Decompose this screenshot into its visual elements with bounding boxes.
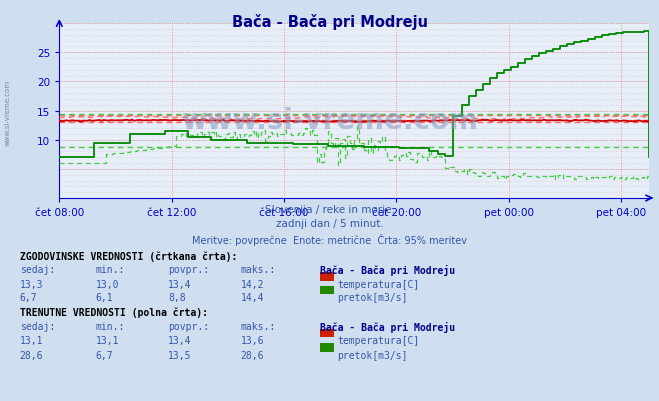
Text: povpr.:: povpr.: [168, 265, 209, 275]
Text: temperatura[C]: temperatura[C] [337, 279, 420, 289]
Text: 13,4: 13,4 [168, 336, 192, 346]
Text: 6,1: 6,1 [96, 293, 113, 303]
Text: Slovenija / reke in morje.: Slovenija / reke in morje. [264, 205, 395, 215]
Text: min.:: min.: [96, 321, 125, 331]
Text: 28,6: 28,6 [241, 350, 264, 360]
Text: 13,1: 13,1 [20, 336, 43, 346]
Text: povpr.:: povpr.: [168, 321, 209, 331]
Text: 8,8: 8,8 [168, 293, 186, 303]
Text: sedaj:: sedaj: [20, 265, 55, 275]
Text: pretok[m3/s]: pretok[m3/s] [337, 350, 408, 360]
Text: 14,2: 14,2 [241, 279, 264, 289]
Text: Bača - Bača pri Modreju: Bača - Bača pri Modreju [320, 265, 455, 275]
Text: 13,1: 13,1 [96, 336, 119, 346]
Text: 13,3: 13,3 [20, 279, 43, 289]
Text: min.:: min.: [96, 265, 125, 275]
Text: TRENUTNE VREDNOSTI (polna črta):: TRENUTNE VREDNOSTI (polna črta): [20, 307, 208, 317]
Text: zadnji dan / 5 minut.: zadnji dan / 5 minut. [275, 219, 384, 229]
Text: maks.:: maks.: [241, 265, 275, 275]
Text: 13,5: 13,5 [168, 350, 192, 360]
Text: 13,6: 13,6 [241, 336, 264, 346]
Text: Bača - Bača pri Modreju: Bača - Bača pri Modreju [320, 321, 455, 332]
Text: pretok[m3/s]: pretok[m3/s] [337, 293, 408, 303]
Text: 13,0: 13,0 [96, 279, 119, 289]
Text: 6,7: 6,7 [20, 293, 38, 303]
Text: sedaj:: sedaj: [20, 321, 55, 331]
Text: Bača - Bača pri Modreju: Bača - Bača pri Modreju [231, 14, 428, 30]
Text: temperatura[C]: temperatura[C] [337, 336, 420, 346]
Text: 14,4: 14,4 [241, 293, 264, 303]
Text: ZGODOVINSKE VREDNOSTI (črtkana črta):: ZGODOVINSKE VREDNOSTI (črtkana črta): [20, 251, 237, 261]
Text: 13,4: 13,4 [168, 279, 192, 289]
Text: 6,7: 6,7 [96, 350, 113, 360]
Text: maks.:: maks.: [241, 321, 275, 331]
Text: www.si-vreme.com: www.si-vreme.com [181, 106, 478, 134]
Text: Meritve: povprečne  Enote: metrične  Črta: 95% meritev: Meritve: povprečne Enote: metrične Črta:… [192, 233, 467, 245]
Text: www.si-vreme.com: www.si-vreme.com [5, 79, 11, 145]
Text: 28,6: 28,6 [20, 350, 43, 360]
